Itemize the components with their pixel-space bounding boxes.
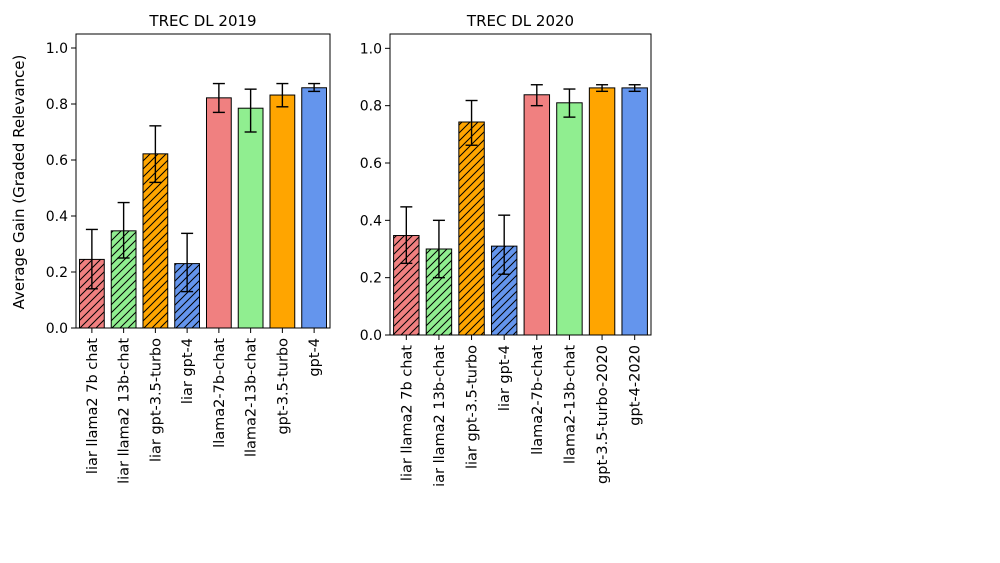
y-tick-label: 0.2 [46, 265, 68, 281]
x-tick-label: gpt-3.5-turbo-2020 [595, 345, 611, 484]
x-tick-label: liar gpt-4 [497, 345, 513, 411]
x-tick-label: llama2-7b-chat [212, 338, 228, 448]
bar [237, 107, 264, 329]
error-bar [149, 125, 162, 184]
x-tick-label: gpt-4-2020 [628, 345, 644, 426]
error-bar [117, 201, 130, 259]
chart-panel-trec-dl-2020: TREC DL 2020 0.0 0.2 0.4 0.6 0.8 1.0 liar llama… [360, 12, 652, 487]
x-tick-label: liar llama2 7b chat [85, 338, 101, 474]
error-bar [498, 214, 511, 275]
chart-panel-trec-dl-2019: TREC DL 2019 0.0 0.2 0.4 0.6 0.8 1.0 liar llama… [46, 12, 331, 484]
bar [205, 97, 232, 329]
bar [621, 87, 648, 336]
y-tick-label: 0.0 [46, 321, 68, 337]
error-bar [596, 84, 609, 93]
bar [588, 87, 616, 336]
error-bar [308, 82, 321, 93]
y-tick-label: 0.0 [360, 328, 382, 344]
error-bar [85, 228, 98, 290]
y-tick-label: 0.8 [46, 97, 68, 113]
x-tick-label: liar llama2 7b chat [399, 345, 415, 481]
error-bar [465, 99, 478, 146]
error-bar [276, 82, 289, 108]
error-bar [400, 206, 413, 265]
x-tick-label: gpt-4 [307, 338, 323, 377]
bar [523, 94, 551, 336]
y-tick-label: 1.0 [46, 41, 68, 57]
plot-frame [75, 33, 331, 329]
bar [556, 102, 583, 336]
y-tick-label: 0.6 [46, 153, 68, 169]
x-tick-label: liar llama2 13b-chat [117, 338, 133, 484]
y-tick-label: 0.2 [360, 271, 382, 287]
chart-title: TREC DL 2019 [148, 12, 256, 30]
y-tick-label: 0.4 [46, 209, 68, 225]
bar [269, 94, 296, 329]
y-tick-label: 0.6 [360, 156, 382, 172]
x-tick-label: llama2-7b-chat [530, 345, 546, 455]
plot-frame [389, 33, 652, 336]
chart-title: TREC DL 2020 [466, 12, 574, 30]
error-bar [628, 84, 641, 93]
bar [301, 87, 328, 329]
x-tick-label: gpt-3.5-turbo [275, 338, 291, 435]
error-bar [212, 82, 225, 114]
error-bar [563, 88, 576, 118]
y-tick-label: 0.4 [360, 213, 382, 229]
x-tick-label: llama2-13b-chat [562, 345, 578, 464]
x-tick-label: liar gpt-3.5-turbo [465, 345, 481, 469]
x-tick-label: liar gpt-3.5-turbo [148, 338, 164, 462]
error-bar [244, 88, 257, 133]
error-bar [530, 84, 543, 107]
x-tick-label: liar gpt-4 [180, 338, 196, 404]
y-tick-label: 0.8 [360, 99, 382, 115]
y-tick-label: 1.0 [360, 41, 382, 57]
x-tick-label: llama2-13b-chat [244, 338, 260, 457]
error-bar [432, 219, 445, 279]
error-bar [181, 232, 194, 293]
y-axis-label: Average Gain (Graded Relevance) [10, 55, 28, 310]
x-tick-label: iar llama2 13b-chat [432, 345, 448, 487]
bar [458, 121, 485, 336]
